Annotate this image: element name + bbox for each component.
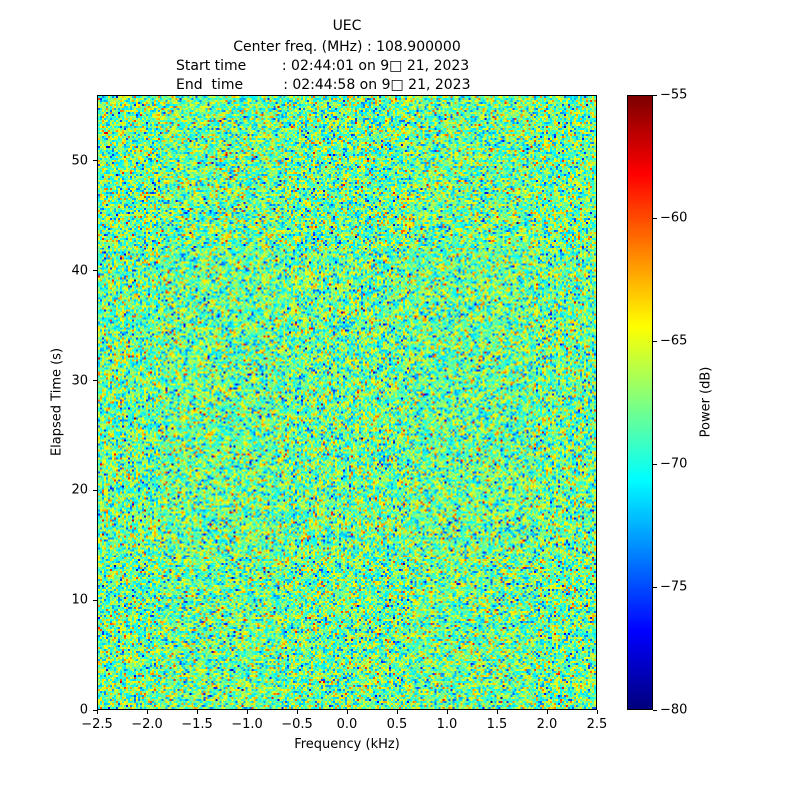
colorbar-tick-label: −65 bbox=[660, 333, 688, 349]
spectrogram-canvas bbox=[98, 96, 596, 709]
x-tick-label: 1.5 bbox=[486, 717, 508, 732]
x-tick-label: 1.0 bbox=[436, 717, 458, 732]
colorbar-tick-label: −80 bbox=[660, 702, 688, 718]
colorbar-tick-mark bbox=[653, 340, 657, 342]
y-tick-mark bbox=[93, 489, 97, 491]
colorbar-tick-mark bbox=[653, 463, 657, 465]
y-tick-mark bbox=[93, 160, 97, 162]
colorbar bbox=[627, 95, 653, 710]
x-tick-mark bbox=[496, 710, 498, 714]
x-tick-label: 0.5 bbox=[386, 717, 408, 732]
colorbar-tick-label: −70 bbox=[660, 456, 688, 472]
colorbar-canvas bbox=[628, 96, 652, 709]
x-axis-label: Frequency (kHz) bbox=[294, 737, 400, 752]
center-frequency-line: Center freq. (MHz) : 108.900000 bbox=[233, 39, 461, 55]
heatmap-plot-area bbox=[97, 95, 597, 710]
x-tick-label: −2.5 bbox=[81, 717, 113, 732]
x-tick-mark bbox=[396, 710, 398, 714]
y-tick-mark bbox=[93, 709, 97, 711]
colorbar-tick-label: −60 bbox=[660, 210, 688, 226]
x-tick-mark bbox=[196, 710, 198, 714]
y-tick-mark bbox=[93, 270, 97, 272]
colorbar-tick-mark bbox=[653, 217, 657, 219]
colorbar-tick-label: −75 bbox=[660, 579, 688, 595]
y-tick-mark bbox=[93, 380, 97, 382]
x-tick-mark bbox=[296, 710, 298, 714]
x-tick-mark bbox=[546, 710, 548, 714]
x-tick-label: 2.5 bbox=[586, 717, 608, 732]
x-tick-mark bbox=[96, 710, 98, 714]
colorbar-tick-label: −55 bbox=[660, 87, 688, 103]
y-tick-label: 10 bbox=[71, 592, 88, 608]
x-tick-mark bbox=[596, 710, 598, 714]
y-tick-mark bbox=[93, 599, 97, 601]
x-tick-label: −2.0 bbox=[131, 717, 163, 732]
colorbar-label: Power (dB) bbox=[698, 366, 714, 438]
chart-title: UEC bbox=[332, 18, 362, 34]
x-tick-label: 2.0 bbox=[536, 717, 558, 732]
y-tick-label: 20 bbox=[71, 482, 88, 498]
y-tick-label: 0 bbox=[79, 702, 88, 718]
x-tick-label: −1.5 bbox=[181, 717, 213, 732]
y-axis-label: Elapsed Time (s) bbox=[49, 347, 65, 457]
end-time-line: End time : 02:44:58 on 9□ 21, 2023 bbox=[176, 77, 471, 93]
colorbar-tick-mark bbox=[653, 709, 657, 711]
x-tick-label: −0.5 bbox=[281, 717, 313, 732]
x-tick-label: 0.0 bbox=[336, 717, 358, 732]
y-tick-label: 30 bbox=[71, 373, 88, 389]
x-tick-mark bbox=[146, 710, 148, 714]
x-tick-mark bbox=[246, 710, 248, 714]
colorbar-tick-mark bbox=[653, 94, 657, 96]
y-tick-label: 40 bbox=[71, 263, 88, 279]
x-tick-mark bbox=[446, 710, 448, 714]
y-tick-label: 50 bbox=[71, 153, 88, 169]
colorbar-tick-mark bbox=[653, 586, 657, 588]
x-tick-label: −1.0 bbox=[231, 717, 263, 732]
x-tick-mark bbox=[346, 710, 348, 714]
start-time-line: Start time : 02:44:01 on 9□ 21, 2023 bbox=[176, 58, 470, 74]
